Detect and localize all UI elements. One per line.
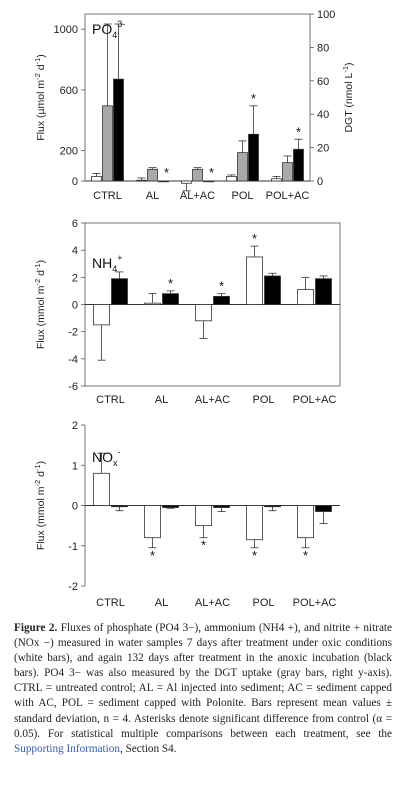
x-tick-label: CTRL [96, 597, 125, 609]
y-tick-label: -4 [68, 354, 78, 366]
bar-nox-POL+AC-1 [315, 505, 332, 512]
bar-nox-AL+AC-0 [195, 505, 212, 527]
y-axis-label: Flux (µmol m-2 d-1) [33, 54, 47, 141]
y-tick-label: -1 [68, 541, 78, 553]
x-tick-label: POL [252, 394, 274, 406]
x-tick-label: AL [146, 190, 159, 202]
y-tick-label: -6 [68, 381, 78, 393]
significance-asterisk: * [252, 231, 257, 246]
y-tick-label: 4 [72, 245, 78, 257]
x-tick-label: AL [155, 597, 168, 609]
y-tick-label: 0 [72, 300, 78, 312]
bar-po4-POL-1 [237, 152, 248, 182]
y2-tick-label: 0 [317, 176, 323, 188]
supporting-information-link[interactable]: Supporting Information [14, 742, 120, 755]
bar-po4-AL+AC-0 [181, 180, 192, 184]
y2-tick-label: 60 [317, 76, 329, 88]
significance-asterisk: * [251, 91, 256, 106]
significance-asterisk: * [303, 548, 308, 563]
significance-asterisk: * [164, 165, 169, 180]
x-tick-label: AL+AC [195, 597, 230, 609]
chart-nh4: -6 -4 -2 0 2 4 6 Flux (mmol m-2 d-1) NH4+ CTRL AL A… [33, 218, 341, 406]
significance-asterisk: * [209, 165, 214, 180]
x-tick-label: POL+AC [293, 597, 337, 609]
y2-tick-label: 40 [317, 109, 329, 121]
bar-nh4-POL+AC-1 [315, 278, 332, 305]
x-tick-label: POL+AC [266, 190, 310, 202]
y-tick-label: 6 [72, 218, 78, 230]
y2-tick-label: 100 [317, 9, 335, 21]
bar-nox-CTRL-1 [111, 505, 128, 508]
y-tick-label: 0 [72, 176, 78, 188]
bar-po4-CTRL-1 [102, 105, 113, 182]
y-tick-label: 2 [72, 420, 78, 432]
bar-po4-POL+AC-1 [282, 162, 293, 182]
y-tick-label: 0 [72, 501, 78, 513]
bar-nox-AL-1 [162, 505, 179, 508]
bar-nh4-CTRL-1 [111, 278, 128, 305]
y-axis-label: Flux (mmol m-2 d-1) [33, 461, 47, 550]
x-tick-label: POL [231, 190, 253, 202]
chart-title: NH4+ [92, 253, 123, 274]
bar-po4-AL-1 [147, 168, 158, 182]
significance-asterisk: * [252, 548, 257, 563]
bar-po4-CTRL-2 [113, 78, 124, 182]
x-tick-label: AL+AC [195, 394, 230, 406]
bar-po4-AL-2 [158, 180, 169, 183]
bar-nox-AL+AC-1 [213, 505, 230, 508]
y2-tick-label: 20 [317, 143, 329, 155]
bar-nox-POL-1 [264, 505, 281, 508]
bar-nox-POL-0 [246, 505, 263, 541]
y-tick-label: 1000 [54, 24, 78, 36]
chart-title: NOx- [92, 447, 121, 468]
chart-title: PO43- [92, 19, 125, 40]
bar-nh4-POL-0 [246, 256, 263, 305]
significance-asterisk: * [150, 548, 155, 563]
bar-nox-AL-0 [144, 505, 161, 539]
bar-po4-CTRL-0 [91, 176, 102, 182]
figure-caption: Figure 2. Fluxes of phosphate (PO4 3−), … [14, 621, 392, 757]
bar-po4-AL+AC-1 [192, 168, 203, 182]
x-tick-label: AL+AC [180, 190, 215, 202]
y-axis-label: Flux (mmol m-2 d-1) [33, 260, 47, 349]
bar-nh4-AL+AC-1 [213, 295, 230, 305]
x-tick-label: CTRL [93, 190, 122, 202]
y-tick-label: 2 [72, 272, 78, 284]
caption-tail: , Section S4. [119, 742, 177, 755]
bar-nh4-AL+AC-0 [195, 304, 212, 322]
x-tick-label: POL+AC [293, 394, 337, 406]
significance-asterisk: * [168, 276, 173, 291]
bar-nox-CTRL-0 [93, 472, 110, 506]
y-tick-label: 200 [60, 146, 78, 158]
y-tick-label: 1 [72, 460, 78, 472]
y2-tick-label: 80 [317, 42, 329, 54]
x-tick-label: AL [155, 394, 168, 406]
bar-po4-POL-0 [226, 176, 237, 182]
bar-po4-POL+AC-0 [271, 178, 282, 182]
significance-asterisk: * [296, 124, 301, 139]
bar-po4-AL-0 [136, 179, 147, 182]
caption-label: Figure 2. [14, 622, 58, 634]
bar-nox-POL+AC-0 [297, 505, 314, 539]
chart-po4: 0 200 600 1000 0 20 40 60 80 100 DGT (nmol L-1) Flu… [33, 9, 355, 202]
x-tick-label: POL [252, 597, 274, 609]
significance-asterisk: * [219, 279, 224, 294]
y2-axis-label: DGT (nmol L-1) [341, 62, 355, 132]
bar-nh4-AL-0 [144, 302, 161, 305]
x-tick-label: CTRL [96, 394, 125, 406]
bar-nh4-POL+AC-0 [297, 289, 314, 305]
bar-po4-AL+AC-2 [203, 180, 214, 183]
bar-nh4-AL-1 [162, 293, 179, 305]
bar-nh4-POL-1 [264, 275, 281, 305]
bar-po4-POL-2 [248, 133, 259, 182]
y-tick-label: -2 [68, 581, 78, 593]
chart-nox: -2 -1 0 1 2 Flux (mmol m-2 d-1) NOx- CTRL AL AL+A… [33, 420, 340, 609]
y-tick-label: 600 [60, 85, 78, 97]
significance-asterisk: * [201, 538, 206, 553]
caption-text: Fluxes of phosphate (PO4 3−), ammonium (… [14, 622, 393, 740]
bar-po4-POL+AC-2 [293, 148, 304, 182]
y-tick-label: -2 [68, 327, 78, 339]
bar-nh4-CTRL-0 [93, 304, 110, 326]
